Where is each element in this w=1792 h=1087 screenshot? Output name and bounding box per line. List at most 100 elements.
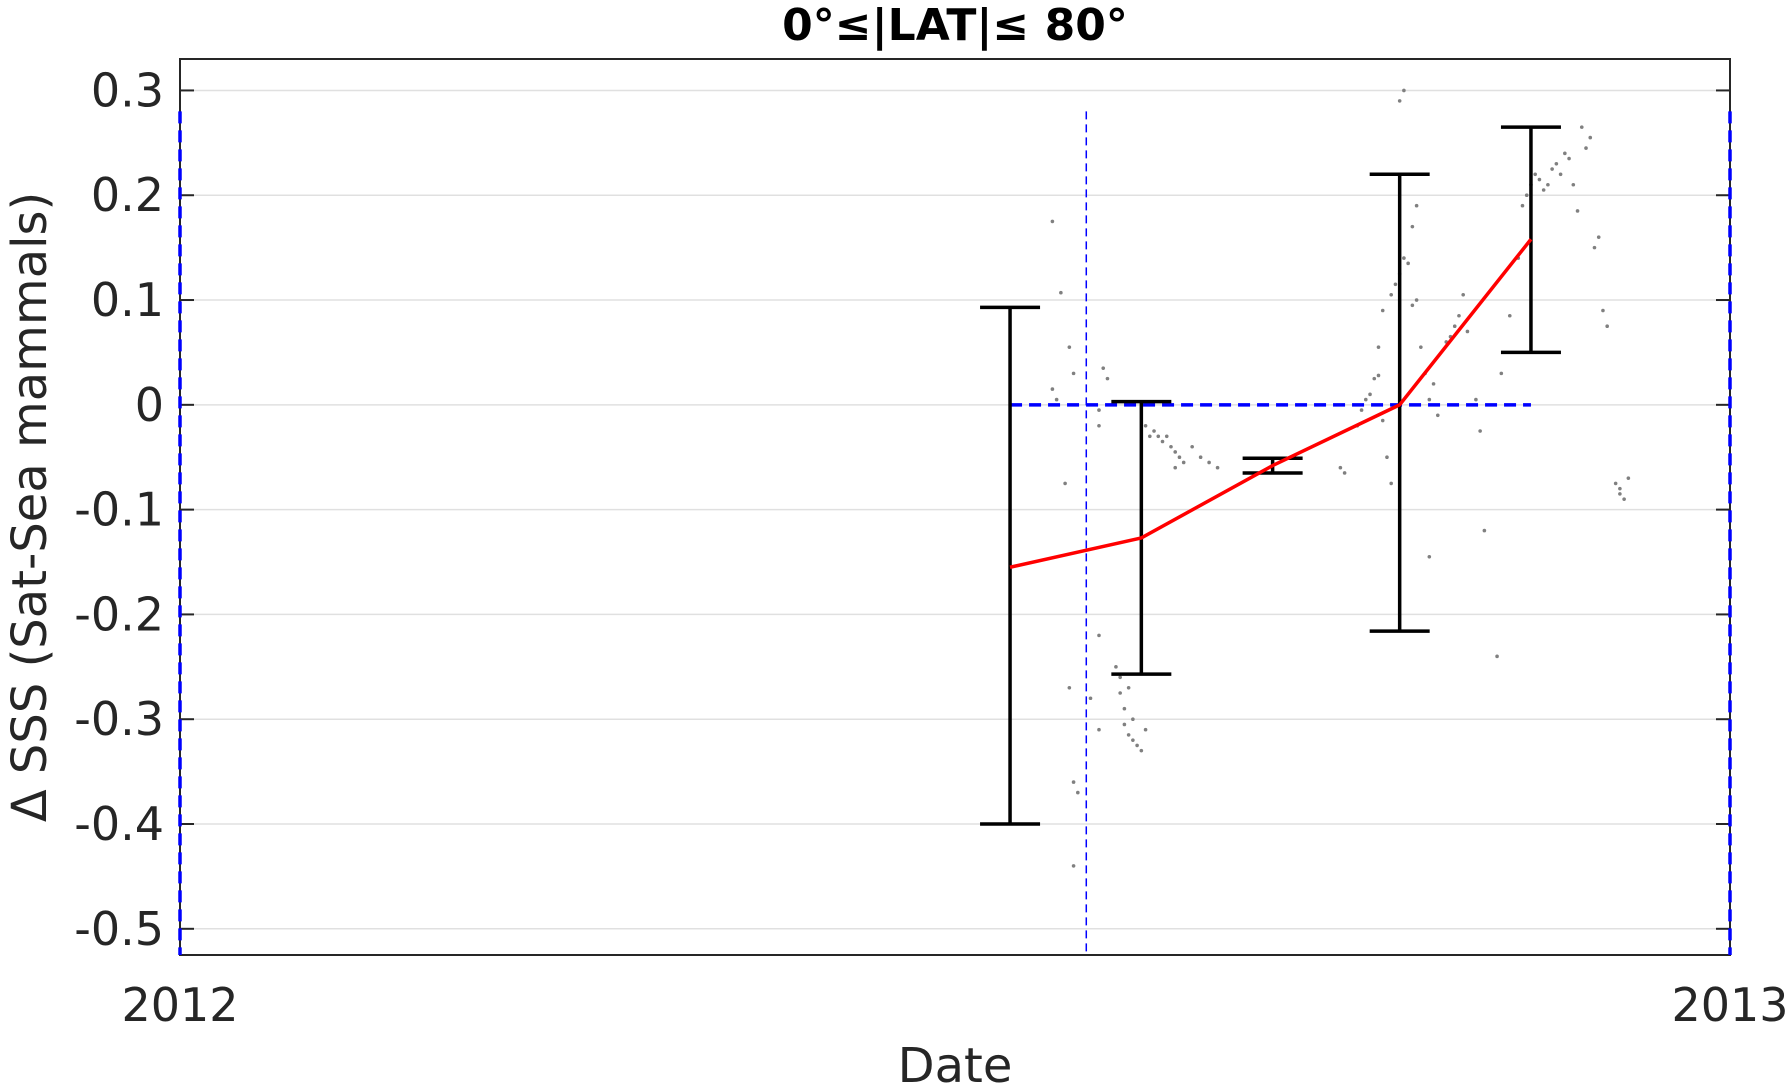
scatter-point bbox=[1097, 727, 1101, 732]
scatter-point bbox=[1588, 135, 1593, 140]
scatter-point bbox=[1465, 329, 1470, 334]
chart-title: 0°≤|LAT|≤ 80° bbox=[782, 0, 1128, 51]
scatter-point bbox=[1067, 345, 1072, 349]
scatter-point bbox=[1601, 308, 1605, 313]
scatter-point bbox=[1118, 675, 1122, 680]
scatter-point bbox=[1050, 219, 1055, 224]
y-axis-label: Δ SSS (Sat-Sea mammals) bbox=[2, 192, 58, 822]
reference-lines bbox=[178, 111, 1732, 955]
y-tick-label: 0 bbox=[135, 378, 164, 432]
scatter-point bbox=[1393, 282, 1398, 287]
scatter-point bbox=[1613, 481, 1618, 486]
scatter-point bbox=[1071, 864, 1076, 868]
scatter-point bbox=[1402, 88, 1406, 93]
scatter-point bbox=[1618, 492, 1622, 496]
scatter-point bbox=[1160, 439, 1165, 444]
scatter-point bbox=[1482, 528, 1487, 533]
scatter-point bbox=[1173, 465, 1178, 470]
scatter-point bbox=[1122, 722, 1127, 727]
scatter-point bbox=[1419, 345, 1423, 349]
scatter-point bbox=[1402, 256, 1406, 260]
scatter-point bbox=[1215, 465, 1220, 470]
scatter-point bbox=[1143, 727, 1148, 732]
y-tick-label: -0.3 bbox=[74, 692, 164, 746]
plot-area-frame bbox=[179, 58, 1731, 956]
scatter-point bbox=[1550, 167, 1554, 171]
scatter-point bbox=[1414, 298, 1419, 302]
scatter-point bbox=[1156, 434, 1161, 439]
x-tick-label: 2013 bbox=[1671, 978, 1788, 1032]
scatter-point bbox=[1452, 324, 1457, 329]
scatter-point bbox=[1605, 324, 1609, 329]
scatter-point bbox=[1173, 450, 1178, 454]
scatter-point bbox=[1406, 261, 1410, 266]
scatter-point bbox=[1385, 455, 1389, 460]
scatter-point bbox=[1131, 738, 1135, 742]
scatter-point bbox=[1410, 224, 1415, 229]
scatter-point bbox=[1118, 691, 1122, 695]
scatter-point bbox=[1579, 125, 1584, 129]
scatter-point bbox=[1139, 748, 1144, 753]
scatter-point bbox=[1499, 371, 1504, 376]
scatter-point bbox=[1554, 161, 1559, 166]
scatter-point bbox=[1427, 554, 1432, 559]
y-tick-label: -0.5 bbox=[74, 902, 164, 956]
scatter-point bbox=[1122, 706, 1127, 711]
scatter-point bbox=[1105, 376, 1110, 381]
scatter-point bbox=[1618, 486, 1622, 491]
scatter-point bbox=[1427, 397, 1432, 402]
scatter-point bbox=[1368, 392, 1372, 397]
scatter-point bbox=[1380, 308, 1385, 313]
scatter-point bbox=[1363, 397, 1368, 402]
scatter-point bbox=[1596, 235, 1601, 239]
scatter-point bbox=[1541, 188, 1546, 192]
scatter-point bbox=[1148, 434, 1152, 439]
scatter-point bbox=[1169, 444, 1173, 449]
scatter-point bbox=[1431, 382, 1436, 386]
scatter-point bbox=[1626, 476, 1631, 480]
scatter-point bbox=[1135, 743, 1139, 748]
scatter-point bbox=[1067, 685, 1072, 690]
scatter-point bbox=[1571, 182, 1576, 187]
scatter-point bbox=[1414, 203, 1419, 208]
scatter-points bbox=[1050, 88, 1631, 868]
y-tick-label: 0.1 bbox=[91, 273, 164, 327]
scatter-point bbox=[1050, 387, 1055, 391]
scatter-point bbox=[1198, 455, 1203, 460]
scatter-point bbox=[1342, 471, 1347, 475]
scatter-point bbox=[1533, 172, 1537, 177]
mean-series bbox=[1009, 238, 1533, 569]
scatter-point bbox=[1558, 172, 1563, 177]
scatter-point bbox=[1584, 146, 1588, 150]
scatter-point bbox=[1063, 481, 1067, 486]
scatter-point bbox=[1524, 193, 1529, 198]
scatter-point bbox=[1097, 633, 1101, 638]
axis-ticks bbox=[180, 89, 1730, 930]
scatter-point bbox=[1376, 373, 1381, 378]
scatter-point bbox=[1152, 429, 1156, 433]
scatter-point bbox=[1071, 371, 1076, 376]
scatter-point bbox=[1380, 418, 1385, 423]
scatter-point bbox=[1071, 780, 1076, 784]
scatter-point bbox=[1376, 345, 1381, 349]
scatter-point bbox=[1537, 177, 1542, 182]
scatter-point bbox=[1563, 151, 1567, 156]
scatter-point bbox=[1114, 665, 1118, 669]
scatter-point bbox=[1546, 182, 1550, 187]
scatter-point bbox=[1126, 733, 1131, 737]
scatter-point bbox=[1059, 290, 1063, 295]
scatter-point bbox=[1143, 423, 1148, 428]
y-tick-label: -0.2 bbox=[74, 587, 164, 641]
scatter-point bbox=[1397, 99, 1402, 103]
scatter-point bbox=[1190, 444, 1194, 449]
scatter-point bbox=[1478, 429, 1482, 433]
scatter-point bbox=[1372, 376, 1377, 381]
scatter-point bbox=[1474, 397, 1478, 402]
scatter-point bbox=[1181, 460, 1186, 465]
scatter-point bbox=[1164, 434, 1169, 439]
scatter-point bbox=[1410, 303, 1415, 308]
scatter-point bbox=[1359, 408, 1364, 412]
scatter-point bbox=[1389, 481, 1394, 486]
scatter-point bbox=[1457, 313, 1461, 318]
